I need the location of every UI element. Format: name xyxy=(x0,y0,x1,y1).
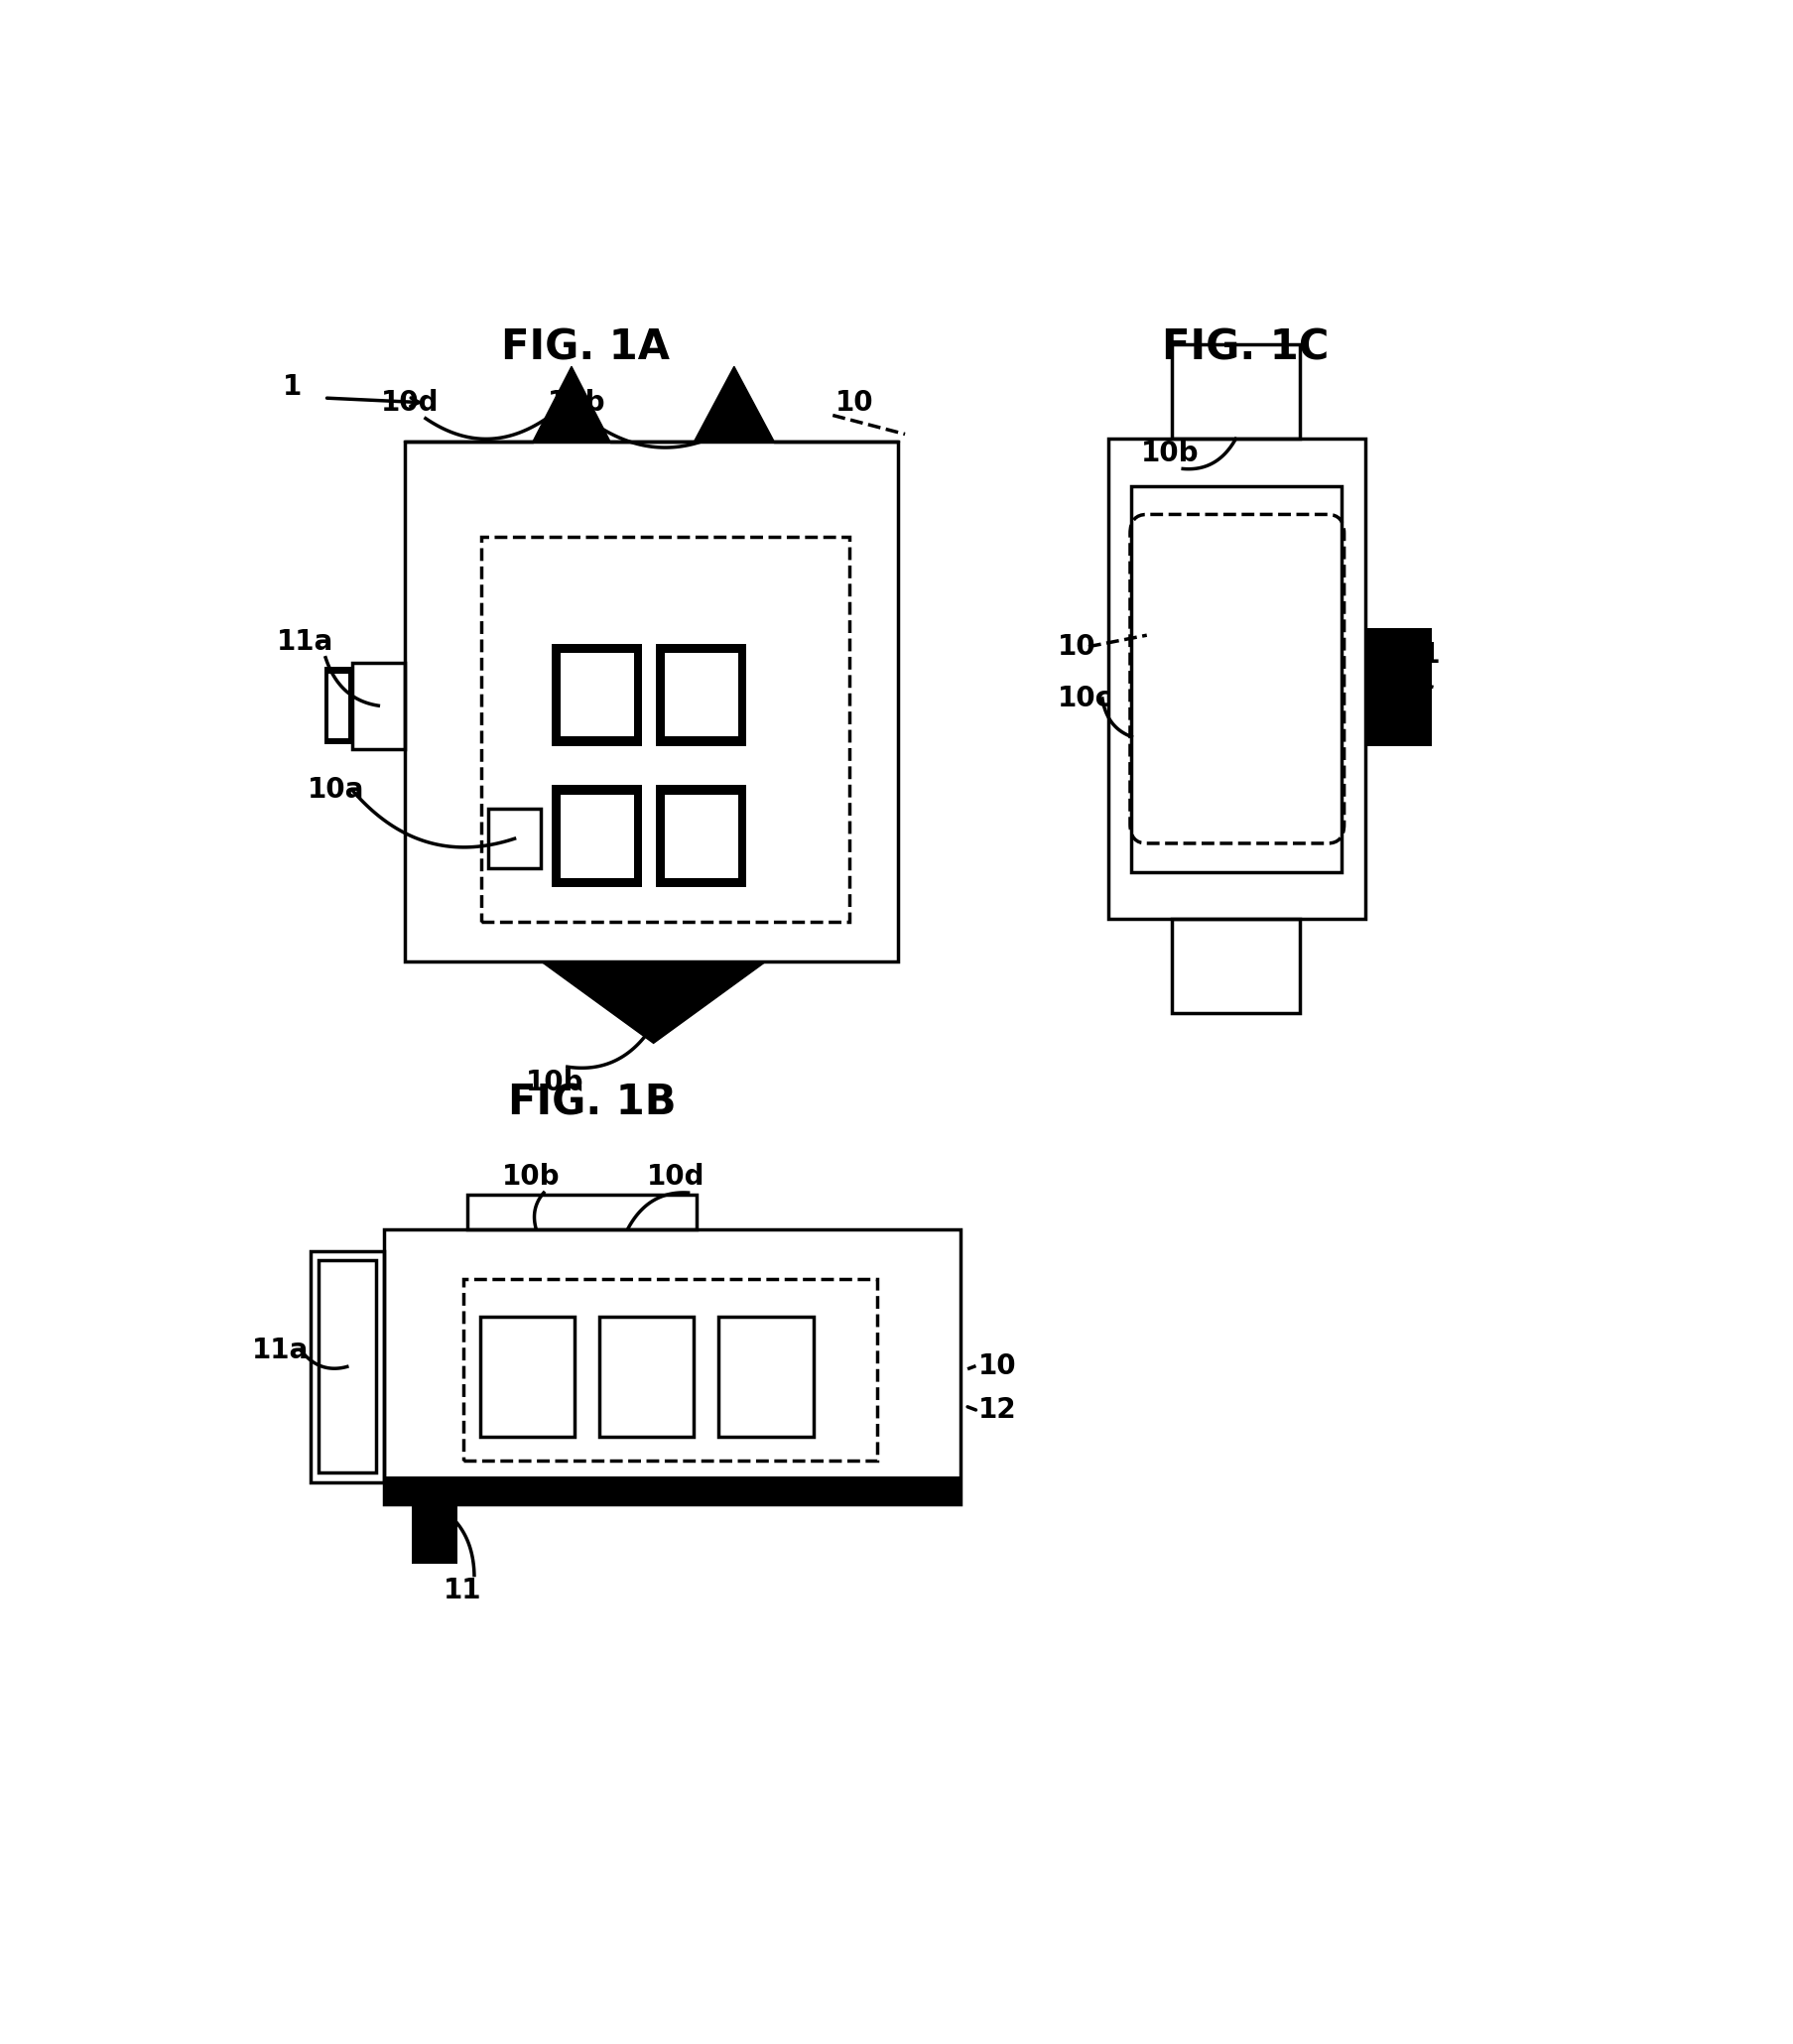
Bar xyxy=(1131,486,1341,871)
Text: 10: 10 xyxy=(836,388,873,417)
Bar xyxy=(656,644,746,746)
Bar xyxy=(561,652,635,736)
Bar xyxy=(1173,920,1300,1014)
Bar xyxy=(319,1261,375,1474)
Bar xyxy=(310,1251,384,1482)
Bar xyxy=(481,536,850,922)
Bar xyxy=(412,1504,457,1564)
Bar xyxy=(1173,345,1300,439)
Text: FIG. 1B: FIG. 1B xyxy=(507,1081,676,1124)
Bar xyxy=(561,795,635,879)
Text: FIG. 1A: FIG. 1A xyxy=(500,327,671,368)
Text: 12: 12 xyxy=(979,1396,1017,1425)
Bar xyxy=(405,442,898,961)
Bar xyxy=(351,662,405,748)
Bar xyxy=(552,644,642,746)
Text: 10: 10 xyxy=(979,1351,1017,1380)
Text: 11a: 11a xyxy=(251,1337,308,1363)
Text: 10d: 10d xyxy=(647,1163,705,1192)
Text: 10b: 10b xyxy=(549,388,606,417)
Bar xyxy=(468,1194,696,1228)
Text: 10b: 10b xyxy=(525,1069,585,1096)
Bar xyxy=(384,1476,961,1504)
Bar xyxy=(319,1261,375,1474)
Bar xyxy=(1364,628,1431,746)
Bar xyxy=(488,809,541,869)
Bar xyxy=(665,652,739,736)
Bar xyxy=(656,785,746,887)
Bar xyxy=(384,1228,961,1504)
Bar xyxy=(1108,439,1364,920)
Text: 10d: 10d xyxy=(382,388,439,417)
Bar xyxy=(552,785,642,887)
Bar xyxy=(463,1280,877,1459)
Bar xyxy=(328,672,348,738)
Text: 10b: 10b xyxy=(502,1163,559,1192)
Text: 11a: 11a xyxy=(276,628,333,656)
Text: 10: 10 xyxy=(1058,634,1096,660)
Bar xyxy=(719,1316,814,1437)
Text: 10b: 10b xyxy=(1140,439,1200,466)
Bar xyxy=(665,795,739,879)
Text: FIG. 1C: FIG. 1C xyxy=(1162,327,1329,368)
Bar xyxy=(481,1316,574,1437)
Text: 11: 11 xyxy=(1402,640,1442,668)
Bar xyxy=(599,1316,694,1437)
Text: 10c: 10c xyxy=(1058,685,1113,713)
Bar xyxy=(325,666,351,744)
Polygon shape xyxy=(541,961,766,1042)
Polygon shape xyxy=(694,366,775,442)
Text: 1: 1 xyxy=(283,374,301,401)
Polygon shape xyxy=(533,366,610,442)
Text: 11: 11 xyxy=(443,1578,482,1605)
Text: 10a: 10a xyxy=(307,777,364,803)
